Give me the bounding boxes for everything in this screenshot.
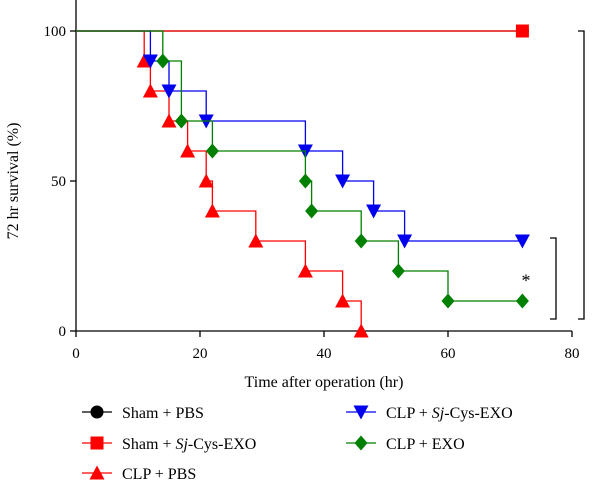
legend-label-part: Sham + PBS [122, 405, 204, 422]
triangle-down-marker [514, 234, 530, 249]
legend-item-4: CLP + EXO [346, 435, 465, 453]
diamond-marker [156, 53, 170, 69]
legend-label-part: Sham + [122, 436, 175, 453]
significance-bracket [550, 237, 557, 320]
y-axis-label: 72 hr survival (%) [5, 123, 22, 240]
triangle-up-marker [136, 53, 152, 68]
legend-item-3: CLP + Sj-Cys-EXO [346, 405, 513, 422]
diamond-marker [391, 263, 405, 279]
diamond-marker [354, 233, 368, 249]
legend-label-part: Sj [432, 405, 445, 422]
legend-label-part: -Cys-EXO [188, 436, 256, 453]
significance-label: * * * [594, 157, 600, 193]
triangle-up-marker [353, 323, 369, 338]
triangle-down-marker [353, 405, 369, 420]
x-tick-label: 20 [193, 346, 208, 362]
diamond-marker [174, 113, 188, 129]
triangle-down-marker [335, 174, 351, 189]
series-line [76, 30, 362, 331]
significance-bracket [578, 30, 585, 320]
series-4 [76, 30, 529, 309]
triangle-up-marker [180, 143, 196, 158]
diamond-marker [298, 173, 312, 189]
series-2 [76, 30, 369, 338]
legend-label: CLP + EXO [386, 436, 465, 453]
diamond-marker [515, 293, 529, 309]
triangle-down-marker [366, 204, 382, 219]
x-tick-label: 60 [441, 346, 456, 362]
triangle-up-marker [89, 465, 105, 480]
triangle-down-marker [142, 54, 158, 69]
legend-item-2: CLP + PBS [82, 465, 196, 482]
plot-area [76, 24, 530, 338]
circle-marker [90, 405, 104, 419]
legend-label-part: Sj [175, 436, 188, 453]
diamond-marker [354, 435, 368, 451]
square-marker [90, 436, 104, 450]
triangle-up-marker [142, 83, 158, 98]
legend-label: CLP + PBS [122, 466, 196, 482]
triangle-up-marker [204, 203, 220, 218]
legend-label: CLP + Sj-Cys-EXO [386, 405, 513, 422]
square-marker [515, 24, 529, 38]
y-tick-label: 0 [59, 324, 67, 340]
triangle-up-marker [198, 173, 214, 188]
x-tick-label: 80 [565, 346, 580, 362]
triangle-up-marker [248, 233, 264, 248]
legend-label-part: -Cys-EXO [444, 405, 512, 422]
legend-item-1: Sham + Sj-Cys-EXO [82, 436, 256, 453]
triangle-up-marker [335, 293, 351, 308]
x-tick-label: 0 [72, 346, 80, 362]
diamond-marker [305, 203, 319, 219]
x-axis-label: Time after operation (hr) [245, 374, 404, 391]
diamond-marker [441, 293, 455, 309]
legend-label-part: CLP + [386, 405, 432, 422]
triangle-down-marker [397, 234, 413, 249]
legend-label-part: CLP + EXO [386, 436, 465, 453]
legend-label: Sham + Sj-Cys-EXO [122, 436, 256, 453]
triangle-down-marker [161, 84, 177, 99]
legend-item-0: Sham + PBS [82, 405, 204, 422]
triangle-up-marker [297, 263, 313, 278]
x-tick-label: 40 [317, 346, 332, 362]
legend-label-part: CLP + PBS [122, 466, 196, 482]
series-line [76, 30, 523, 302]
axes: 0 20 40 60 80 0 50 100 Time after operation (hr)… [5, 0, 580, 391]
y-tick-label: 100 [44, 24, 67, 40]
diamond-marker [205, 143, 219, 159]
y-tick-label: 50 [51, 174, 66, 190]
significance-annotations: * * * * [522, 30, 600, 320]
triangle-up-marker [161, 113, 177, 128]
significance-label: * [522, 271, 531, 291]
legend-label: Sham + PBS [122, 405, 204, 422]
